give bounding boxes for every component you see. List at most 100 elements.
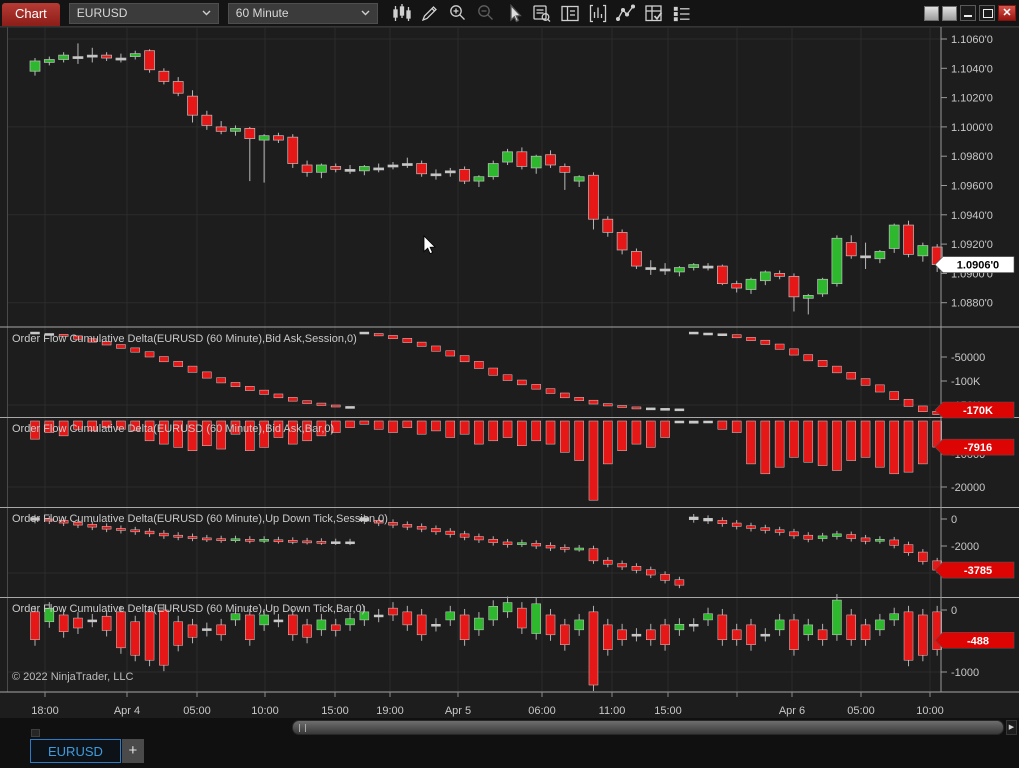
svg-text:1.1060'0: 1.1060'0 — [951, 34, 993, 46]
scroll-right-button[interactable]: ▶ — [1006, 720, 1017, 735]
time-axis: 18:00 Apr 4 05:00 10:00 15:00 19:00 Apr 5 06:00… — [31, 692, 944, 717]
maximize-icon — [983, 9, 993, 18]
chart-trader-button[interactable] — [558, 2, 582, 25]
instrument-selector-value: EURUSD — [76, 6, 128, 20]
svg-text:-20000: -20000 — [951, 482, 985, 494]
market-analyzer-button[interactable] — [642, 2, 666, 25]
cursor-icon — [510, 3, 522, 22]
svg-text:0: 0 — [951, 514, 957, 526]
svg-text:0: 0 — [951, 605, 957, 617]
minimize-icon — [964, 15, 972, 17]
svg-text:15:00: 15:00 — [321, 705, 349, 717]
chart-trader-icon — [561, 5, 579, 21]
price-panel — [29, 43, 943, 315]
svg-text:19:00: 19:00 — [376, 705, 404, 717]
tab-eurusd[interactable]: EURUSD — [30, 739, 121, 763]
svg-text:-3785: -3785 — [964, 565, 992, 577]
svg-text:1.0960'0: 1.0960'0 — [951, 181, 993, 193]
last-price-marker: 1.0906'0 — [934, 256, 1015, 273]
panel-label-bidask-bar: Order Flow Cumulative Delta(EURUSD (60 M… — [12, 423, 335, 435]
svg-text:Apr 6: Apr 6 — [779, 705, 805, 717]
gray-square-button-2[interactable] — [942, 5, 957, 21]
maximize-button[interactable] — [979, 5, 995, 21]
svg-text:1.0880'0: 1.0880'0 — [951, 298, 993, 310]
svg-text:10:00: 10:00 — [251, 705, 279, 717]
svg-text:Apr 5: Apr 5 — [445, 705, 471, 717]
scrollbar-corner-button[interactable] — [31, 729, 40, 737]
svg-text:-488: -488 — [967, 635, 989, 647]
titlebar: Chart EURUSD 60 Minute ✕ — [0, 0, 1019, 27]
svg-text:1.0920'0: 1.0920'0 — [951, 239, 993, 251]
chart-series — [29, 43, 943, 691]
data-box-button[interactable] — [530, 2, 554, 25]
indicator-panel-button[interactable] — [586, 2, 610, 25]
chart-style-icon — [393, 3, 411, 21]
minimize-button[interactable] — [960, 5, 976, 21]
zoom-in-button[interactable] — [446, 2, 470, 25]
svg-text:10:00: 10:00 — [916, 705, 944, 717]
axes: 1.1060'0 1.1040'0 1.1020'0 1.1000'0 1.0980'0… — [0, 26, 1019, 693]
svg-text:-50000: -50000 — [951, 352, 985, 364]
interval-selector[interactable]: 60 Minute — [227, 2, 378, 24]
svg-text:06:00: 06:00 — [528, 705, 556, 717]
svg-text:1.0906'0: 1.0906'0 — [957, 260, 999, 272]
pencil-icon — [421, 5, 437, 21]
svg-text:-100K: -100K — [951, 376, 981, 388]
svg-text:-1000: -1000 — [951, 667, 979, 679]
panel-label-updown-session: Order Flow Cumulative Delta(EURUSD (60 M… — [12, 513, 388, 525]
gridlines — [7, 27, 941, 692]
pencil-button[interactable] — [418, 2, 442, 25]
svg-text:-2000: -2000 — [951, 541, 979, 553]
chevron-down-icon — [361, 10, 370, 16]
chart-style-button[interactable] — [390, 2, 414, 25]
drawing-tools-button[interactable] — [614, 2, 638, 25]
copyright-text: © 2022 NinjaTrader, LLC — [12, 671, 134, 683]
svg-text:Apr 4: Apr 4 — [114, 705, 140, 717]
indicator-value-marker: -488 — [934, 631, 1015, 649]
cursor-button[interactable] — [502, 2, 526, 25]
panel-label-bidask-session: Order Flow Cumulative Delta(EURUSD (60 M… — [12, 333, 357, 345]
svg-text:15:00: 15:00 — [654, 705, 682, 717]
data-box-icon — [533, 4, 551, 22]
svg-text:1.1000'0: 1.1000'0 — [951, 122, 993, 134]
svg-text:1.1020'0: 1.1020'0 — [951, 93, 993, 105]
zoom-out-icon — [477, 4, 493, 20]
chevron-down-icon — [202, 10, 211, 16]
gray-square-button-1[interactable] — [924, 5, 939, 21]
svg-text:1.0980'0: 1.0980'0 — [951, 151, 993, 163]
indicator-value-marker: -3785 — [934, 561, 1015, 579]
add-tab-button[interactable]: + — [121, 739, 144, 763]
close-button[interactable]: ✕ — [998, 5, 1016, 21]
properties-icon — [673, 6, 690, 21]
zoom-out-button[interactable] — [474, 2, 498, 25]
market-analyzer-icon — [645, 4, 662, 21]
indicator-panel-3 — [30, 513, 942, 589]
panel-label-updown-bar: Order Flow Cumulative Delta(EURUSD (60 M… — [12, 603, 366, 615]
toolbar — [390, 2, 694, 25]
svg-text:-170K: -170K — [963, 405, 993, 417]
chart-scrollbar[interactable] — [292, 720, 1004, 735]
svg-text:05:00: 05:00 — [847, 705, 875, 717]
scrollbar-grip[interactable] — [299, 724, 306, 732]
indicator-panel-1 — [30, 331, 942, 415]
svg-text:-7916: -7916 — [964, 442, 992, 454]
instrument-selector[interactable]: EURUSD — [68, 2, 219, 24]
svg-text:1.1040'0: 1.1040'0 — [951, 63, 993, 75]
svg-text:1.0940'0: 1.0940'0 — [951, 210, 993, 222]
drawing-tools-icon — [615, 3, 635, 21]
svg-text:11:00: 11:00 — [599, 705, 626, 717]
properties-button[interactable] — [670, 2, 694, 25]
indicator-value-marker: -170K — [934, 401, 1015, 419]
interval-selector-value: 60 Minute — [235, 6, 289, 20]
window-title-tab[interactable]: Chart — [2, 3, 60, 26]
scrollbar-row: ▶ — [0, 718, 1019, 738]
zoom-in-icon — [449, 4, 465, 20]
indicator-panel-4 — [30, 594, 942, 691]
indicator-panel-2 — [30, 420, 942, 501]
tab-bar: EURUSD + — [0, 738, 1019, 768]
indicator-value-marker: -7916 — [934, 438, 1015, 456]
svg-text:05:00: 05:00 — [183, 705, 211, 717]
mouse-cursor — [423, 235, 436, 255]
